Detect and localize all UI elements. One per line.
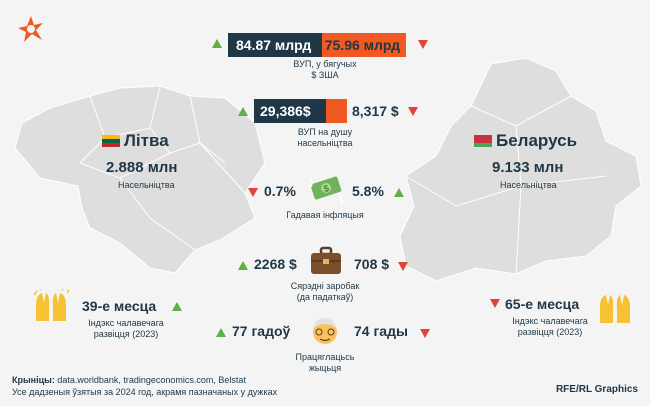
up-arrow-icon [238,107,248,116]
belarus-name: Беларусь [496,131,578,150]
gdp-per-capita-lithuania-value: 29,386$ [260,103,311,119]
inflation-lithuania-value: 0.7% [264,183,296,199]
hdi-belarus-value: 65-е месца [505,296,580,312]
down-arrow-icon [418,40,428,49]
raised-hands-icon [600,295,630,323]
down-arrow-icon [248,188,258,197]
sources: Крыніцы: data.worldbank, tradingeconomic… [12,375,246,385]
gdp-per-capita-label: ВУП на душу насельніцтва [297,127,353,148]
up-arrow-icon [172,302,182,311]
briefcase-icon [311,246,341,274]
rferl-star-icon [18,16,43,42]
lithuania-name: Літва [124,131,169,150]
salary-lithuania-value: 2268 $ [254,256,297,272]
down-arrow-icon [408,107,418,116]
rferl-graphics-credit: RFE/RL Graphics [555,384,638,395]
lithuania-population: 2.888 млн [106,159,178,176]
gdp-label: ВУП, у бягучых $ ЗША [293,59,357,80]
up-arrow-icon [394,188,404,197]
svg-text:$: $ [322,183,330,194]
lithuania-map [14,85,266,274]
life-lithuania-value: 77 гадоў [232,323,291,339]
down-arrow-icon [420,329,430,338]
up-arrow-icon [238,261,248,270]
life-belarus-value: 74 гады [354,323,408,339]
raised-hands-icon [33,289,70,321]
life-label: Працяглацьсь жыцьця [295,352,355,373]
up-arrow-icon [212,39,222,48]
salary-label: Сярэдні заробак (да падаткаў) [290,281,360,302]
gdp-belarus-value: 75.96 млрд [324,37,400,53]
down-arrow-icon [490,299,500,308]
inflation-belarus-value: 5.8% [352,183,384,199]
gdp-lithuania-value: 84.87 млрд [236,37,312,53]
gdp-lithuania-bar [228,33,322,57]
lithuania-population-label: Насельніцтва [118,180,175,190]
money-icon: $ [308,176,344,204]
hdi-lithuania-label: Індэкс чалавечага развіцця (2023) [88,318,164,339]
footnote: Усе дадзеныя ўзятыя за 2024 год, акрамя … [12,387,278,397]
sources-text: data.worldbank, tradingeconomics.com, Be… [54,375,246,385]
belarus-population-label: Насельніцтва [500,180,557,190]
older-person-icon [313,318,337,344]
hdi-belarus-label: Індэкс чалавечага развіцця (2023) [512,316,588,337]
gdp-per-capita-belarus-value: 8,317 $ [352,103,399,119]
down-arrow-icon [398,262,408,271]
salary-belarus-value: 708 $ [354,256,390,272]
gdp-per-capita-bar: 29,386$ [254,99,347,123]
belarus-population: 9.133 млн [492,159,564,176]
lithuania-flag-icon [102,135,120,147]
inflation-label: Гадавая інфляцыя [286,210,364,220]
up-arrow-icon [216,328,226,337]
hdi-lithuania-value: 39-е месца [82,298,157,314]
gdp-per-capita-belarus-bar [326,99,347,123]
gdp-bar: 84.87 млрд 75.96 млрд [228,33,406,57]
belarus-flag-icon [474,135,492,147]
belarus-map [399,57,642,282]
sources-label: Крыніцы: [12,375,55,385]
